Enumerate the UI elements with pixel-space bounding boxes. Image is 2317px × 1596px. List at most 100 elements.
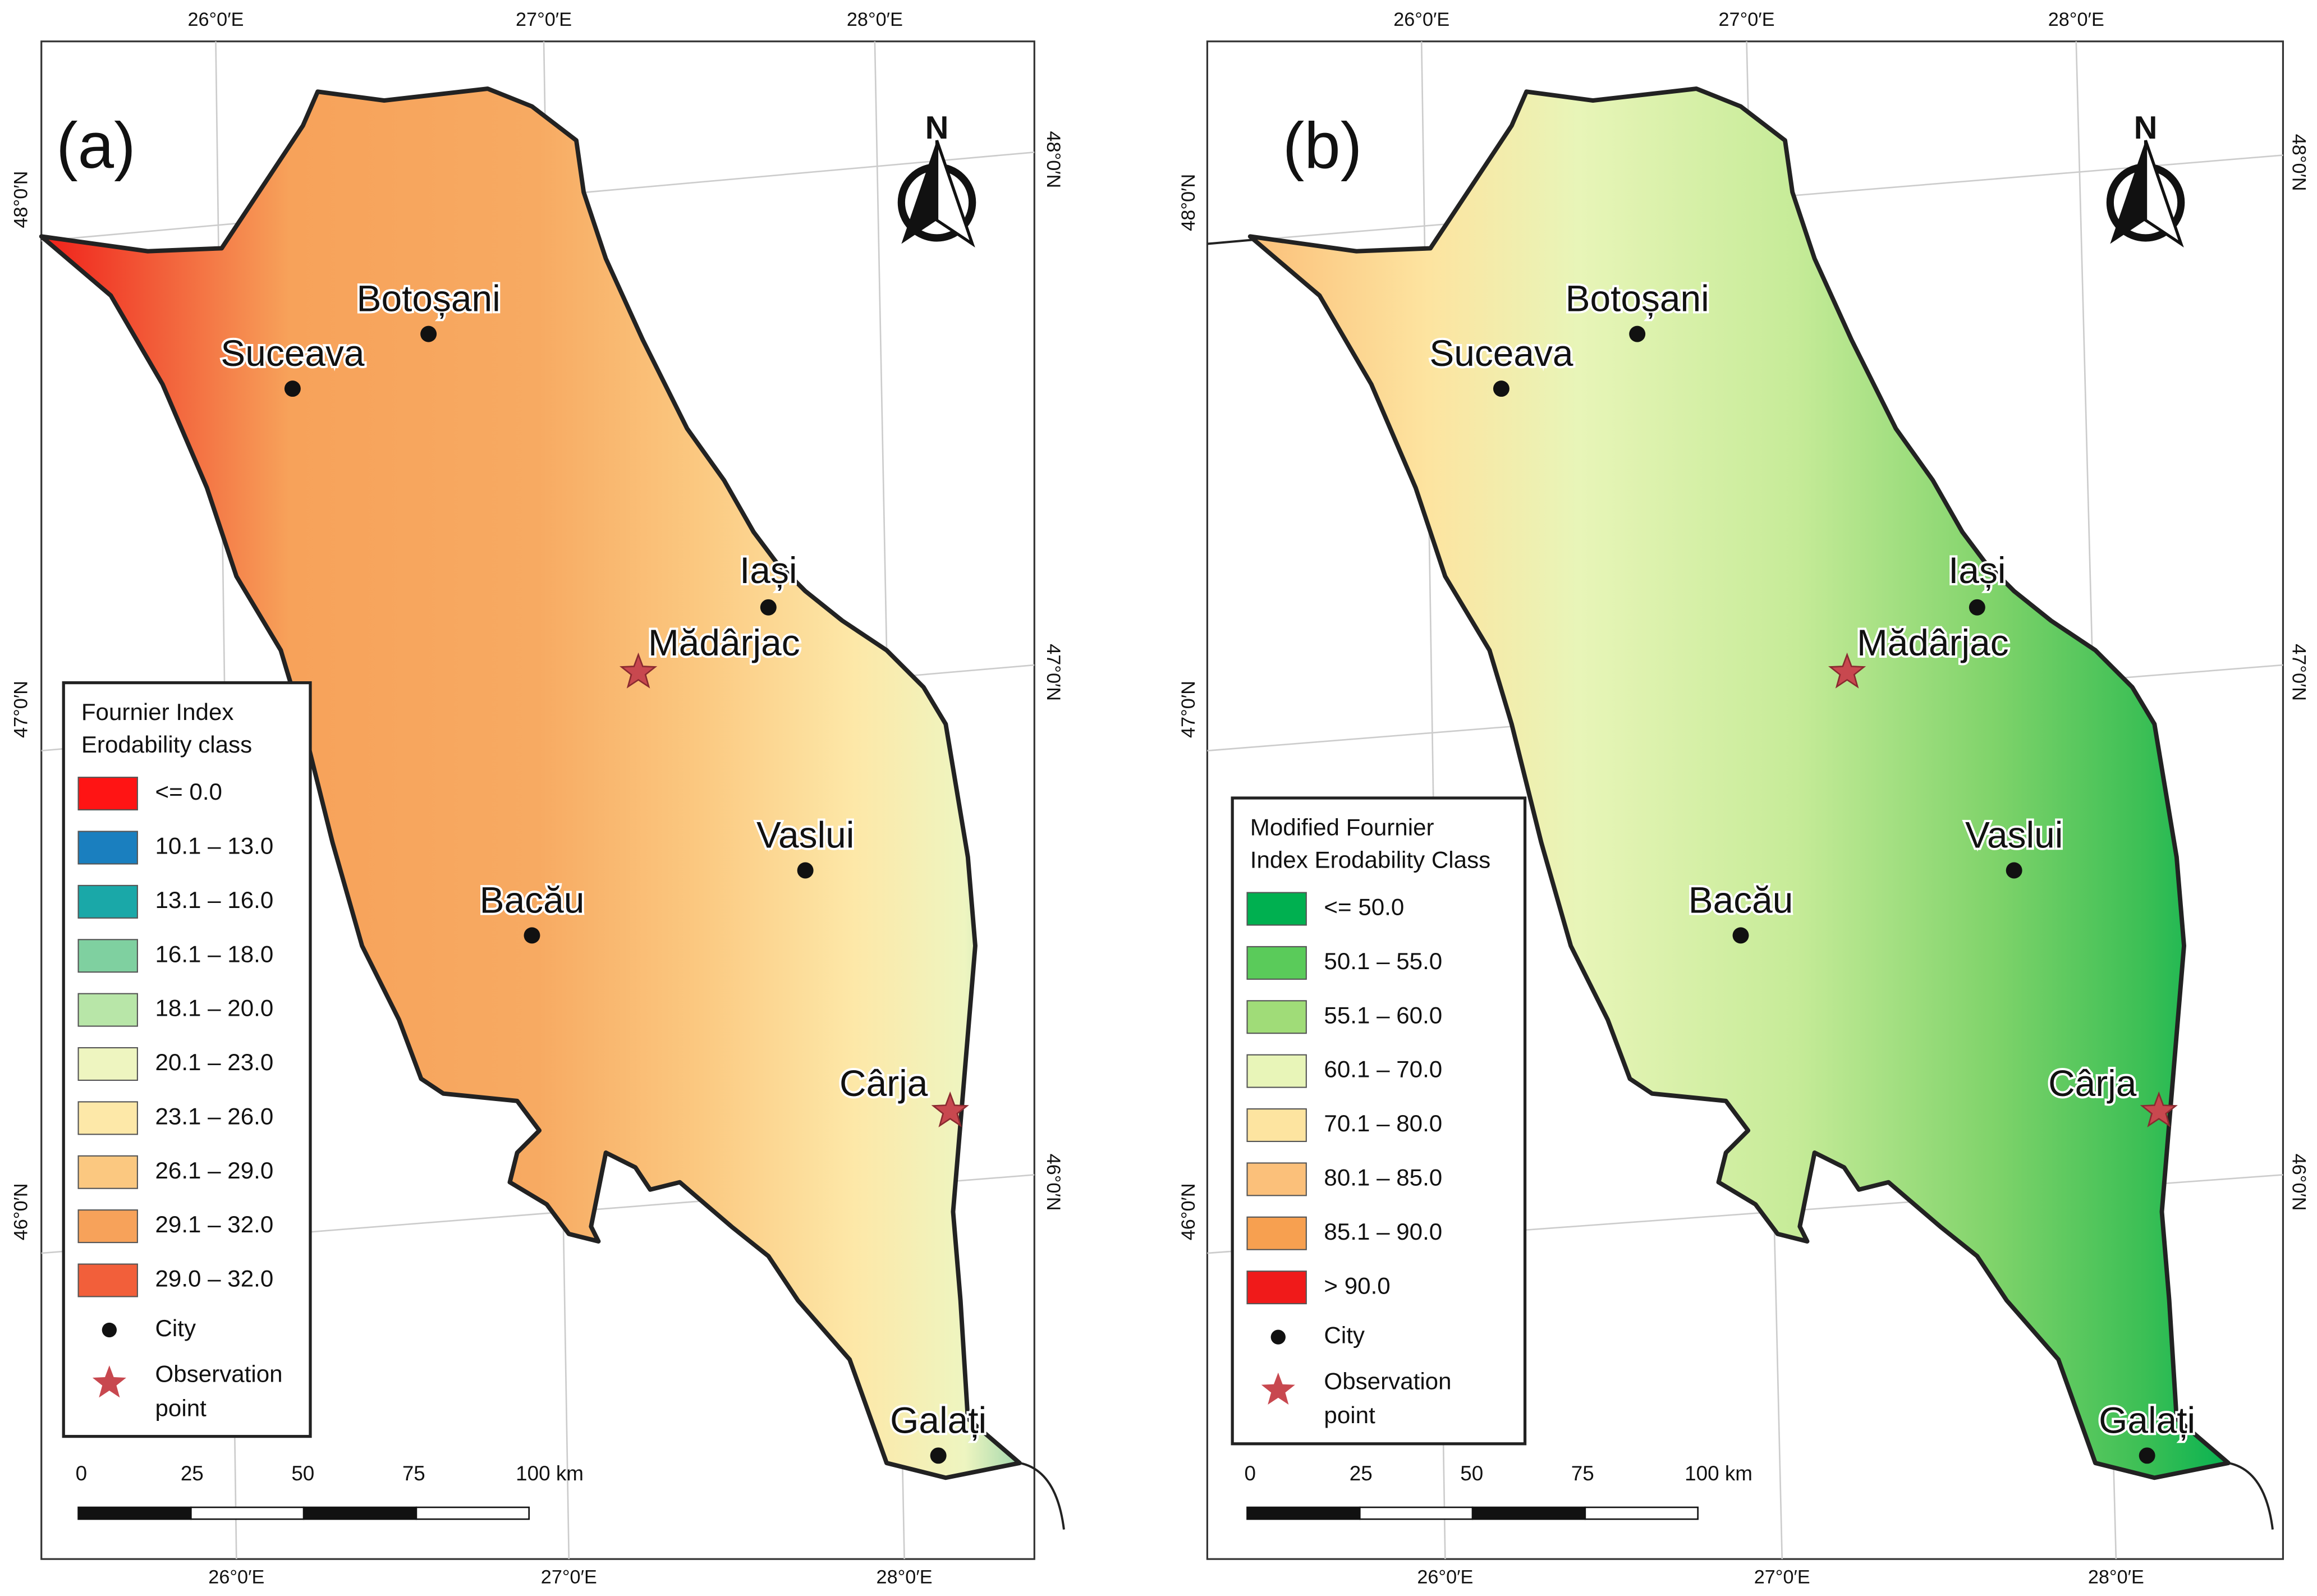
scale-label: 25 xyxy=(1350,1462,1373,1485)
legend-label: <= 50.0 xyxy=(1324,894,1404,920)
legend-label: point xyxy=(155,1395,207,1421)
scale-label: 50 xyxy=(1460,1462,1483,1485)
north-arrow xyxy=(2110,140,2146,244)
legend-label: City xyxy=(155,1315,196,1341)
city-label: Botoșani xyxy=(357,278,501,319)
legend-swatch xyxy=(1246,1216,1307,1250)
city-label: Botoșani xyxy=(1566,278,1709,319)
legend-label: Observation xyxy=(155,1361,282,1387)
city-label: Iași xyxy=(740,549,797,591)
legend-label: Observation xyxy=(1324,1368,1451,1394)
city-dot xyxy=(1969,599,1985,616)
lat-label: 47°0′N xyxy=(1043,644,1064,701)
legend-label: 20.1 – 23.0 xyxy=(155,1049,273,1075)
scale-label: 0 xyxy=(1245,1462,1256,1485)
city-label: Galați xyxy=(890,1399,987,1441)
legend-title: Erodability class xyxy=(81,731,252,758)
scale-segment xyxy=(1584,1506,1699,1520)
scale-label: 100 km xyxy=(1685,1462,1752,1485)
scale-label: 75 xyxy=(402,1462,425,1485)
region xyxy=(39,86,1022,1480)
legend-label: 80.1 – 85.0 xyxy=(1324,1164,1442,1191)
city-dot xyxy=(420,325,437,342)
legend-city-dot xyxy=(102,1322,117,1338)
scale-label: 50 xyxy=(291,1462,314,1485)
legend-label: <= 0.0 xyxy=(155,778,222,805)
scale-label: 0 xyxy=(76,1462,88,1485)
city-dot xyxy=(1732,927,1749,944)
lon-label: 27°0′E xyxy=(1719,9,1775,30)
lat-label: 48°0′N xyxy=(1043,131,1064,188)
city-dot xyxy=(2006,862,2022,879)
legend-swatch xyxy=(77,1209,138,1244)
lon-label: 27°0′E xyxy=(541,1566,597,1588)
legend-label: 60.1 – 70.0 xyxy=(1324,1056,1442,1083)
city-dot xyxy=(284,380,301,397)
city-label: Vaslui xyxy=(1965,814,2063,855)
legend-label: 13.1 – 16.0 xyxy=(155,887,273,913)
legend-label: 29.0 – 32.0 xyxy=(155,1265,273,1292)
city-label: Iași xyxy=(1948,549,2006,591)
lat-label: 47°0′N xyxy=(11,681,32,738)
lon-label: 26°0′E xyxy=(187,9,244,30)
legend-swatch xyxy=(1246,1271,1307,1305)
legend-swatch xyxy=(77,993,138,1027)
legend-swatch xyxy=(77,1155,138,1189)
observation-label: Cârja xyxy=(2048,1062,2137,1104)
scale-label: 100 km xyxy=(516,1462,584,1485)
legend-label: 26.1 – 29.0 xyxy=(155,1157,273,1184)
lon-label: 28°0′E xyxy=(2048,9,2104,30)
legend-swatch xyxy=(1246,1108,1307,1143)
scale-label: 25 xyxy=(181,1462,204,1485)
city-label: Galați xyxy=(2099,1399,2195,1441)
city-label: Suceava xyxy=(221,332,365,374)
legend-swatch xyxy=(77,1047,138,1081)
legend-swatch xyxy=(77,884,138,919)
region xyxy=(1247,86,2231,1480)
observation-star xyxy=(619,652,658,689)
panel-label: (a) xyxy=(56,109,136,182)
panel: 26°0′E 27°0′E 28°0′E 26°0′E 27°0′E 28°0′E 48°0… xyxy=(11,9,1065,1588)
legend-title: Fournier Index xyxy=(81,699,234,725)
city-dot xyxy=(1493,380,1510,397)
legend-swatch xyxy=(1246,1000,1307,1034)
legend-swatch xyxy=(77,1101,138,1135)
legend-label: 23.1 – 26.0 xyxy=(155,1103,273,1129)
lon-label: 27°0′E xyxy=(1754,1566,1810,1588)
legend-swatch xyxy=(77,831,138,865)
legend-label: 50.1 – 55.0 xyxy=(1324,948,1442,974)
lat-label: 46°0′N xyxy=(2288,1154,2310,1211)
river-line xyxy=(2228,1462,2274,1530)
legend-label: point xyxy=(1324,1402,1375,1428)
lat-label: 46°0′N xyxy=(1178,1183,1199,1240)
legend-label: 10.1 – 13.0 xyxy=(155,833,273,859)
lat-label: 47°0′N xyxy=(2288,644,2310,701)
legend-swatch xyxy=(77,939,138,973)
observation-star xyxy=(2140,1091,2178,1127)
city-dot xyxy=(760,599,777,616)
scale-segment xyxy=(190,1506,305,1520)
lon-label: 26°0′E xyxy=(1417,1566,1473,1588)
scale-segment xyxy=(415,1506,530,1520)
legend-swatch xyxy=(1246,1054,1307,1088)
city-dot xyxy=(524,927,540,944)
legend-label: 55.1 – 60.0 xyxy=(1324,1002,1442,1028)
scale-label: 75 xyxy=(1571,1462,1594,1485)
lon-label: 27°0′E xyxy=(516,9,572,30)
legend-label: 16.1 – 18.0 xyxy=(155,941,273,967)
lat-label: 46°0′N xyxy=(11,1183,32,1240)
city-label: Vaslui xyxy=(756,814,854,855)
legend-swatch xyxy=(77,1263,138,1297)
city-label: Bacău xyxy=(1689,879,1793,920)
city-dot xyxy=(930,1447,947,1464)
river-line xyxy=(1019,1462,1065,1530)
scale-segment xyxy=(1359,1506,1474,1520)
north-arrow xyxy=(935,140,975,248)
city-dot xyxy=(2139,1447,2155,1464)
lon-label: 26°0′E xyxy=(208,1566,264,1588)
legend-label: 18.1 – 20.0 xyxy=(155,995,273,1021)
border-line xyxy=(40,235,49,241)
lon-label: 28°0′E xyxy=(847,9,903,30)
